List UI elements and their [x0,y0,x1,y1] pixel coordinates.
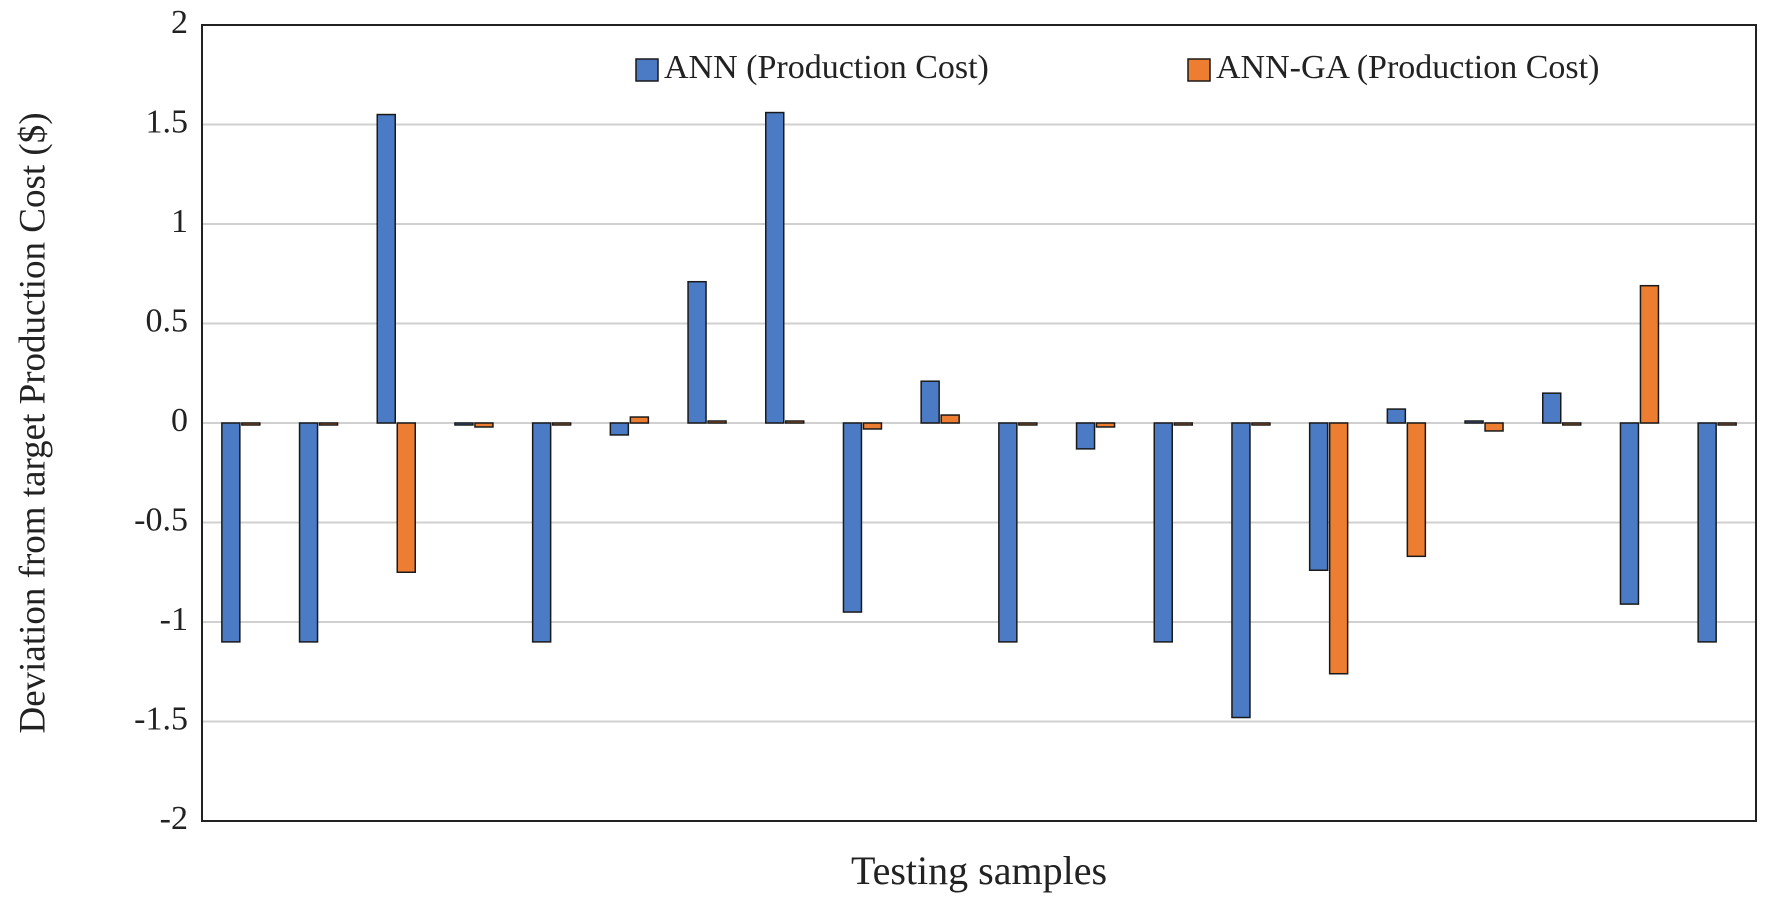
bar [1173,422,1193,426]
bar [474,422,494,428]
bar [920,380,940,424]
bar [396,422,416,573]
y-tick-label: -2 [160,800,188,837]
bar [376,113,396,424]
bar [842,422,863,613]
bar [221,422,241,643]
bar [454,422,474,426]
y-tick-label: 0 [171,402,188,439]
y-tick-label: 2 [171,4,188,41]
bar [1717,422,1737,426]
bar [785,420,805,424]
bar [1406,422,1427,558]
bar [551,422,572,426]
y-tick-label: 1.5 [146,103,189,140]
y-tick-label: -1.5 [134,700,188,737]
bar [1251,422,1271,426]
y-tick-label: 1 [171,203,188,240]
y-axis-title: Deviation from target Production Cost ($… [12,112,53,733]
bar [1231,422,1251,719]
bar [1697,422,1717,643]
y-tick-label: -0.5 [134,501,188,538]
bar [1619,422,1640,605]
bar [765,111,785,424]
bar [1075,422,1096,450]
bar [862,422,883,430]
bar [1308,422,1329,572]
bar [298,422,319,643]
bar [241,422,261,426]
bar [1386,408,1407,424]
x-axis-title: Testing samples [851,848,1107,893]
bar [687,280,707,424]
bar [1018,422,1038,426]
bar [1639,284,1660,424]
y-tick-label: 0.5 [146,302,189,339]
y-tick-label: -1 [160,601,188,638]
bar [1153,422,1173,643]
bar [707,420,727,424]
bar [318,422,339,426]
bar [531,422,552,643]
bar [1095,422,1116,428]
legend-label: ANN-GA (Production Cost) [1216,49,1599,86]
bar [1484,422,1504,432]
legend-label: ANN (Production Cost) [664,49,989,86]
bar [940,414,960,424]
bar [629,416,650,424]
legend-swatch [635,58,659,82]
bar [1328,422,1349,675]
plot-frame [201,24,1757,822]
bar [1562,422,1582,426]
bar [1542,392,1562,424]
bar [998,422,1018,643]
bar [609,422,630,436]
legend-swatch [1187,58,1211,82]
bar [1464,420,1484,424]
